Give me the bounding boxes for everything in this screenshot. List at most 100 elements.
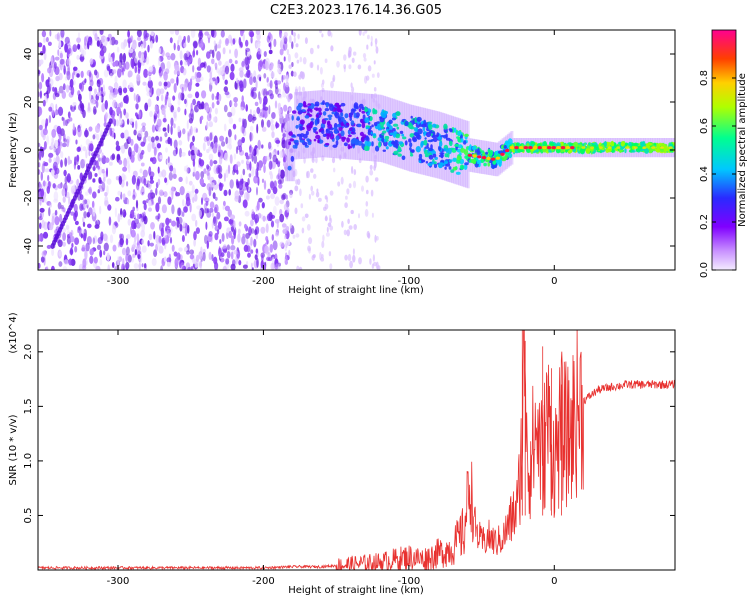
spectrogram-peak-cell	[523, 146, 528, 150]
spectrogram-noise-cell	[38, 150, 42, 161]
spectrogram-noise-cell	[123, 108, 127, 116]
spectrogram-noise-cell	[155, 34, 159, 43]
spectrogram-noise-cell	[76, 73, 80, 78]
spectrogram-noise-cell	[343, 152, 347, 159]
spectrogram-noise-cell	[108, 216, 112, 226]
spectrogram-noise-cell	[274, 86, 279, 95]
spectrogram-noise-cell	[80, 229, 85, 235]
spectrogram-peak-cell	[651, 146, 656, 149]
spectrogram-noise-cell	[350, 209, 354, 215]
spectrogram-noise-cell	[140, 43, 144, 49]
spectrogram-peak-cell	[659, 146, 664, 149]
spectrogram-noise-cell	[256, 170, 259, 178]
spectrogram-noise-cell	[209, 132, 213, 142]
spectrogram-noise-cell	[106, 178, 112, 185]
spectrogram-noise-cell	[283, 203, 288, 211]
spectrogram-noise-cell	[288, 64, 292, 69]
spectrogram-noise-cell	[228, 143, 233, 150]
spectrogram-noise-cell	[127, 254, 132, 263]
spectrogram-noise-cell	[173, 83, 177, 93]
spectrogram-noise-cell	[100, 38, 105, 43]
spectrogram-noise-cell	[284, 227, 288, 235]
spectrogram-signal-cell	[401, 133, 405, 137]
spectrogram-noise-cell	[74, 237, 80, 245]
spectrogram-noise-cell	[282, 156, 287, 164]
spectrogram-noise-cell	[89, 90, 92, 101]
spectrogram-noise-cell	[285, 114, 289, 122]
spectrogram-noise-cell	[224, 79, 228, 85]
spectrogram-noise-cell	[291, 62, 294, 67]
spectrogram-noise-cell	[135, 103, 139, 110]
spectrogram-signal-cell	[404, 120, 409, 127]
spectrogram-signal-cell	[381, 112, 387, 119]
spectrogram-signal-cell	[365, 126, 370, 130]
spectrogram-noise-cell	[154, 104, 159, 112]
spectrogram-signal-cell	[459, 158, 465, 165]
snr-y-axis-label: SNR (10 * v/v)	[8, 414, 19, 485]
spectrogram-signal-cell	[610, 140, 615, 147]
spectrogram-noise-cell	[186, 167, 191, 174]
spectrogram-signal-cell	[335, 140, 339, 146]
spectrogram-noise-cell	[38, 124, 43, 131]
spectrogram-noise-cell	[246, 245, 251, 253]
spectrogram-noise-cell	[38, 142, 41, 148]
spectrogram-noise-cell	[123, 174, 127, 181]
spectrogram-noise-cell	[109, 161, 113, 166]
spectrogram-signal-cell	[418, 153, 423, 159]
spectrogram-signal-cell	[413, 131, 419, 136]
spectrogram-signal-cell	[315, 108, 318, 112]
spectrogram-noise-cell	[177, 207, 182, 217]
spectrogram-noise-cell	[59, 141, 63, 149]
spectrogram-noise-cell	[319, 67, 323, 75]
spectrogram-signal-cell	[334, 130, 338, 134]
spectrogram-noise-cell	[179, 60, 183, 66]
spectrogram-noise-cell	[175, 190, 178, 197]
spectrogram-noise-cell	[161, 169, 167, 178]
spectrogram-peak-cell	[565, 146, 570, 150]
spectrogram-noise-cell	[230, 263, 236, 270]
spectrogram-noise-cell	[122, 166, 128, 172]
spectrogram-noise-cell	[54, 139, 59, 148]
spectrogram-noise-cell	[159, 88, 165, 95]
spectrogram-noise-cell	[249, 161, 252, 171]
spectrogram-signal-cell	[333, 127, 338, 130]
spectrogram-signal-cell	[377, 124, 381, 131]
spectrogram-noise-cell	[109, 72, 113, 78]
spectrogram-y-axis-label: Frequency (Hz)	[8, 112, 19, 188]
spectrogram-noise-cell	[204, 197, 210, 203]
spectrogram-noise-cell	[164, 177, 168, 183]
spectrogram-noise-cell	[65, 84, 70, 93]
spectrogram-noise-cell	[104, 200, 109, 207]
spectrogram-signal-cell	[372, 133, 377, 137]
spectrogram-noise-cell	[321, 254, 324, 259]
colorbar-label: Normalized spectral amplitude	[737, 73, 748, 227]
spectrogram-noise-cell	[186, 59, 191, 66]
spectrogram-signal-cell	[321, 130, 325, 134]
spectrogram-noise-cell	[352, 180, 357, 189]
spectrogram-signal-cell	[409, 142, 413, 148]
spectrogram-signal-cell	[468, 159, 472, 163]
spectrogram-noise-cell	[294, 52, 299, 59]
spectrogram-noise-cell	[63, 65, 66, 75]
spectrogram-noise-cell	[254, 229, 258, 236]
spectrogram-noise-cell	[124, 61, 130, 70]
spectrogram-noise-cell	[214, 204, 219, 214]
spectrogram-noise-cell	[195, 91, 200, 99]
spectrogram-noise-cell	[83, 232, 87, 242]
spectrogram-signal-cell	[367, 112, 370, 116]
spectrogram-noise-cell	[137, 36, 141, 41]
spectrogram-signal-cell	[420, 142, 424, 148]
spectrogram-signal-cell	[346, 137, 350, 143]
spectrogram-noise-cell	[370, 189, 374, 197]
spectrogram-noise-cell	[303, 90, 307, 99]
spectrogram-noise-cell	[185, 196, 191, 207]
spectrogram-noise-cell	[103, 233, 108, 242]
spectrogram-noise-cell	[128, 48, 134, 54]
spectrogram-noise-cell	[173, 251, 178, 257]
spectrogram-noise-cell	[376, 72, 380, 78]
spectrogram-peak-cell	[537, 146, 542, 150]
spectrogram-noise-cell	[303, 157, 306, 164]
spectrogram-halo-cell	[433, 110, 437, 178]
spectrogram-noise-cell	[218, 145, 222, 154]
spectrogram-noise-cell	[144, 130, 149, 138]
